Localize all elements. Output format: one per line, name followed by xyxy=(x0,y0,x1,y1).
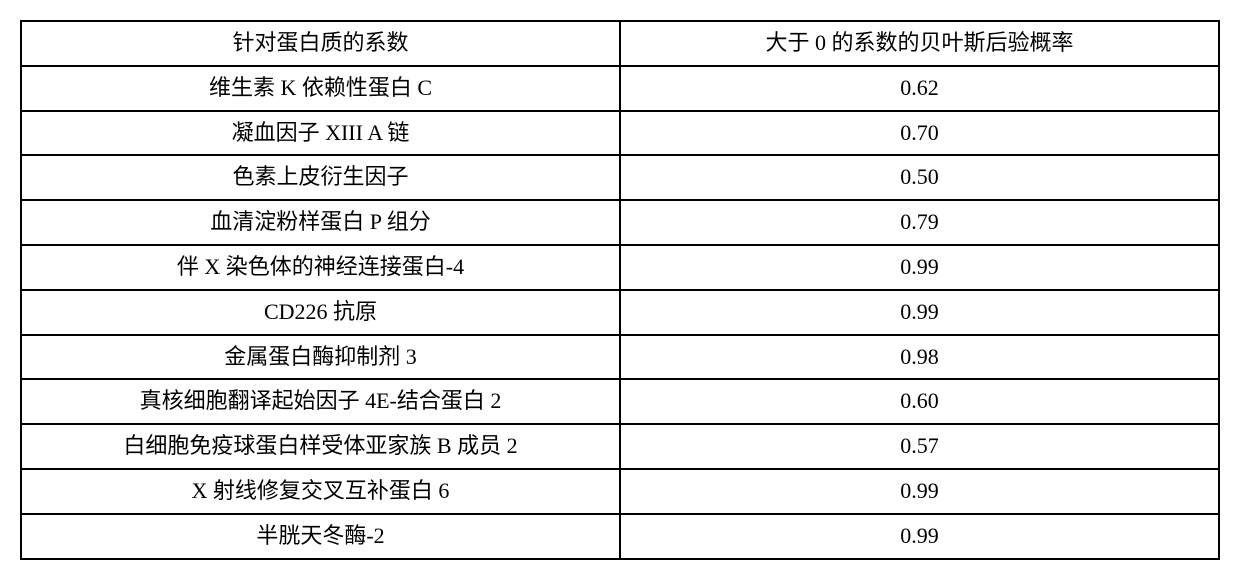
table-header-row: 针对蛋白质的系数 大于 0 的系数的贝叶斯后验概率 xyxy=(21,21,1219,66)
cell-protein-name: 金属蛋白酶抑制剂 3 xyxy=(21,335,620,380)
table-row: 金属蛋白酶抑制剂 3 0.98 xyxy=(21,335,1219,380)
table-row: 血清淀粉样蛋白 P 组分 0.79 xyxy=(21,200,1219,245)
cell-protein-name: CD226 抗原 xyxy=(21,290,620,335)
table-row: 伴 X 染色体的神经连接蛋白-4 0.99 xyxy=(21,245,1219,290)
cell-protein-name: 血清淀粉样蛋白 P 组分 xyxy=(21,200,620,245)
header-cell-protein: 针对蛋白质的系数 xyxy=(21,21,620,66)
cell-probability-value: 0.99 xyxy=(620,514,1219,559)
cell-probability-value: 0.62 xyxy=(620,66,1219,111)
table-row: X 射线修复交叉互补蛋白 6 0.99 xyxy=(21,469,1219,514)
cell-probability-value: 0.70 xyxy=(620,111,1219,156)
table-body: 针对蛋白质的系数 大于 0 的系数的贝叶斯后验概率 维生素 K 依赖性蛋白 C … xyxy=(21,21,1219,559)
header-cell-probability: 大于 0 的系数的贝叶斯后验概率 xyxy=(620,21,1219,66)
cell-probability-value: 0.99 xyxy=(620,469,1219,514)
cell-probability-value: 0.50 xyxy=(620,155,1219,200)
cell-protein-name: 真核细胞翻译起始因子 4E-结合蛋白 2 xyxy=(21,379,620,424)
cell-probability-value: 0.57 xyxy=(620,424,1219,469)
table-row: 色素上皮衍生因子 0.50 xyxy=(21,155,1219,200)
cell-probability-value: 0.99 xyxy=(620,290,1219,335)
cell-probability-value: 0.60 xyxy=(620,379,1219,424)
table-row: 维生素 K 依赖性蛋白 C 0.62 xyxy=(21,66,1219,111)
cell-protein-name: 半胱天冬酶-2 xyxy=(21,514,620,559)
cell-protein-name: 白细胞免疫球蛋白样受体亚家族 B 成员 2 xyxy=(21,424,620,469)
cell-protein-name: X 射线修复交叉互补蛋白 6 xyxy=(21,469,620,514)
table-row: CD226 抗原 0.99 xyxy=(21,290,1219,335)
cell-probability-value: 0.98 xyxy=(620,335,1219,380)
cell-probability-value: 0.99 xyxy=(620,245,1219,290)
cell-probability-value: 0.79 xyxy=(620,200,1219,245)
cell-protein-name: 维生素 K 依赖性蛋白 C xyxy=(21,66,620,111)
table-row: 凝血因子 XIII A 链 0.70 xyxy=(21,111,1219,156)
cell-protein-name: 凝血因子 XIII A 链 xyxy=(21,111,620,156)
table-row: 半胱天冬酶-2 0.99 xyxy=(21,514,1219,559)
protein-coefficient-table: 针对蛋白质的系数 大于 0 的系数的贝叶斯后验概率 维生素 K 依赖性蛋白 C … xyxy=(20,20,1220,560)
cell-protein-name: 色素上皮衍生因子 xyxy=(21,155,620,200)
cell-protein-name: 伴 X 染色体的神经连接蛋白-4 xyxy=(21,245,620,290)
table-row: 白细胞免疫球蛋白样受体亚家族 B 成员 2 0.57 xyxy=(21,424,1219,469)
table-row: 真核细胞翻译起始因子 4E-结合蛋白 2 0.60 xyxy=(21,379,1219,424)
